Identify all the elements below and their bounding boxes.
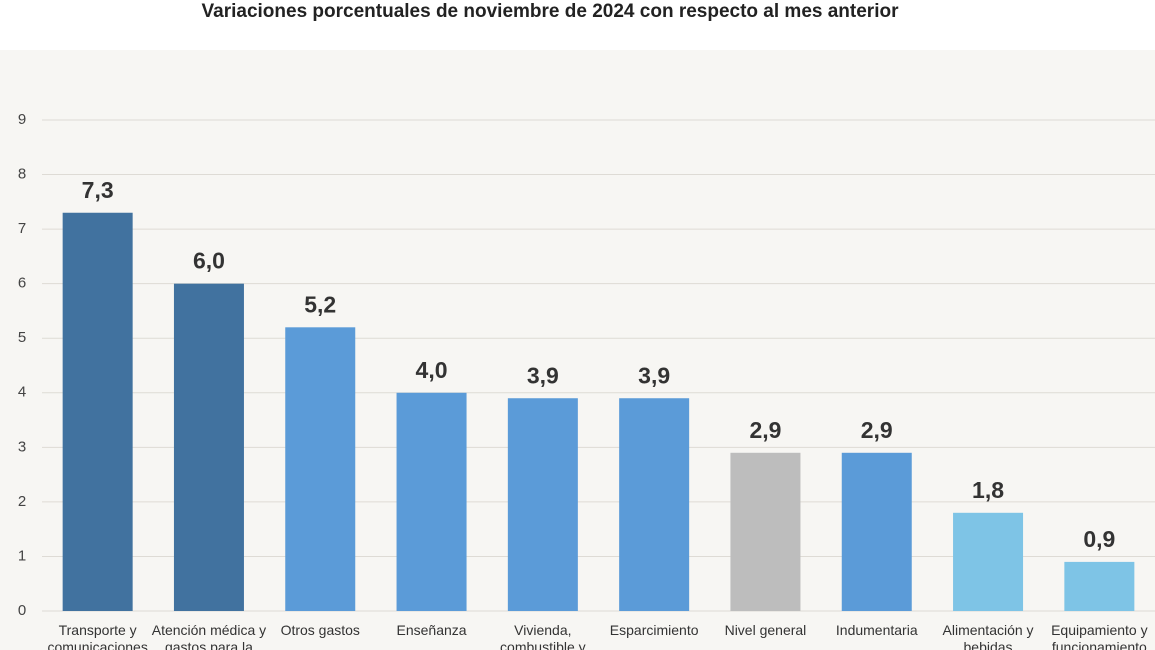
- value-label: 2,9: [749, 417, 781, 443]
- bar: [841, 452, 912, 611]
- value-label: 2,9: [861, 417, 893, 443]
- x-tick-label: Transporte y comunicaciones: [47, 622, 147, 650]
- x-tick-label: Nivel general: [725, 622, 807, 638]
- y-tick-label: 6: [18, 275, 26, 292]
- value-label: 3,9: [527, 362, 559, 388]
- x-tick-label: Alimentación y bebidas: [943, 622, 1034, 650]
- y-tick-label: 2: [18, 493, 26, 510]
- x-tick-label: Equipamiento y funcionamiento: [1051, 622, 1148, 650]
- bar: [285, 327, 356, 611]
- value-label: 7,3: [82, 177, 114, 203]
- y-tick-label: 9: [18, 111, 26, 128]
- x-tick-label: Indumentaria: [836, 622, 918, 638]
- y-tick-label: 0: [18, 602, 26, 619]
- chart-title: Variaciones porcentuales de noviembre de…: [202, 1, 900, 22]
- y-tick-label: 4: [18, 384, 26, 401]
- x-tick-label: Vivienda, combustible y: [500, 622, 586, 650]
- value-label: 1,8: [972, 477, 1004, 503]
- bar: [173, 283, 244, 611]
- x-tick-label: Atención médica y gastos para la: [152, 622, 266, 650]
- y-tick-label: 8: [18, 166, 26, 183]
- y-tick-label: 5: [18, 329, 26, 346]
- bar: [730, 452, 801, 611]
- bar: [953, 512, 1024, 611]
- value-label: 4,0: [416, 357, 448, 383]
- value-label: 3,9: [638, 362, 670, 388]
- bar: [62, 212, 133, 611]
- bar: [507, 398, 578, 611]
- value-label: 5,2: [304, 291, 336, 317]
- y-tick-label: 3: [18, 438, 26, 455]
- value-label: 6,0: [193, 248, 225, 274]
- value-label: 0,9: [1083, 526, 1115, 552]
- bar: [619, 398, 690, 611]
- x-tick-label: Otros gastos: [281, 622, 360, 638]
- bar: [396, 392, 467, 611]
- bar: [1064, 561, 1135, 611]
- y-tick-label: 1: [18, 547, 26, 564]
- x-tick-label: Enseñanza: [397, 622, 467, 638]
- y-tick-label: 7: [18, 220, 26, 237]
- x-tick-label: Esparcimiento: [610, 622, 699, 638]
